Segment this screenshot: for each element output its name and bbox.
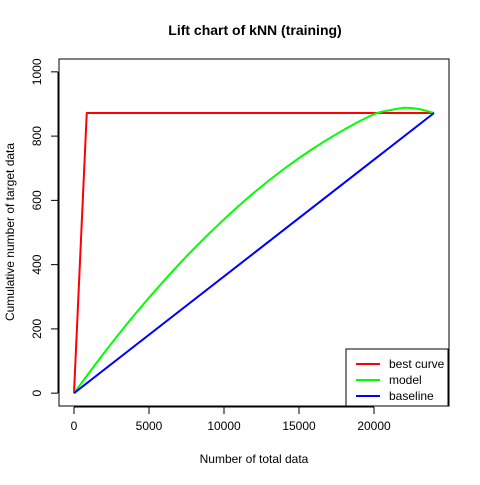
series-line-best-curve (73, 111, 434, 394)
x-axis: 0 5000 10000 15000 20000 (71, 406, 391, 433)
series-line-model (73, 106, 435, 394)
chart-title: Lift chart of kNN (training) (168, 22, 341, 38)
y-tick-label: 200 (30, 319, 44, 339)
y-tick-label: 600 (30, 190, 44, 210)
x-tick-label: 0 (71, 419, 78, 433)
legend-label-model: model (389, 373, 422, 387)
series-line-baseline (73, 112, 435, 394)
legend-label-baseline: baseline (389, 389, 434, 403)
y-axis: 0 200 400 600 800 1000 (30, 58, 59, 396)
x-tick-label: 15000 (282, 419, 316, 433)
legend: best curve model baseline (345, 348, 449, 407)
x-tick-label: 10000 (207, 419, 241, 433)
plot-area-frame (58, 58, 450, 407)
y-tick-label: 400 (30, 254, 44, 274)
y-tick-label: 800 (30, 126, 44, 146)
y-tick-label: 1000 (30, 58, 44, 85)
y-tick-label: 0 (30, 389, 44, 396)
x-axis-label: Number of total data (200, 452, 309, 466)
y-axis-label: Cumulative number of target data (3, 143, 17, 321)
series-layer (73, 106, 435, 394)
x-tick-label: 20000 (357, 419, 391, 433)
legend-label-best-curve: best curve (389, 357, 445, 371)
x-tick-label: 5000 (136, 419, 163, 433)
